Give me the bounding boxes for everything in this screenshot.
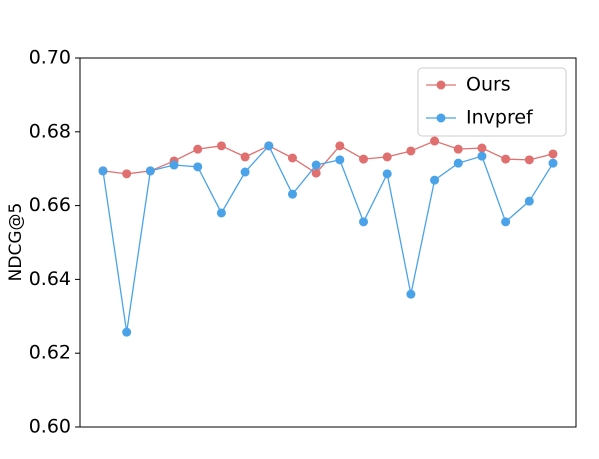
point — [335, 141, 345, 151]
point — [169, 160, 179, 170]
point — [382, 169, 392, 179]
y-tick-label: 0.70 — [29, 47, 71, 69]
point — [122, 169, 132, 179]
series-line — [102, 144, 554, 333]
point — [216, 141, 226, 151]
point — [359, 217, 369, 227]
point — [524, 155, 534, 165]
plot-frame — [79, 57, 577, 428]
point — [240, 152, 250, 162]
point — [311, 168, 321, 178]
y-axis-label: NDCG@5 — [6, 203, 26, 282]
point — [501, 154, 511, 164]
point — [548, 158, 558, 168]
point — [122, 327, 132, 337]
point — [216, 208, 226, 218]
legend-marker — [436, 80, 446, 90]
point — [524, 196, 534, 206]
legend-label: Ours — [466, 74, 511, 96]
point — [477, 151, 487, 161]
point — [311, 160, 321, 170]
point — [382, 152, 392, 162]
point — [430, 175, 440, 185]
point — [145, 166, 155, 176]
point — [287, 189, 297, 199]
point — [264, 141, 274, 151]
legend-label: Invpref — [466, 107, 534, 129]
y-tick-label: 0.68 — [29, 120, 71, 142]
point — [240, 167, 250, 177]
y-tick-label: 0.66 — [29, 194, 71, 216]
point — [406, 289, 416, 299]
point — [287, 153, 297, 163]
legend-marker — [436, 113, 446, 123]
point — [477, 143, 487, 153]
point — [453, 144, 463, 154]
y-tick-label: 0.64 — [29, 268, 71, 290]
point — [193, 144, 203, 154]
point — [406, 146, 416, 156]
point — [453, 158, 463, 168]
point — [98, 166, 108, 176]
point — [501, 217, 511, 227]
point — [430, 136, 440, 146]
y-tick-label: 0.62 — [29, 342, 71, 364]
point — [193, 162, 203, 172]
point — [548, 149, 558, 159]
y-tick-label: 0.60 — [29, 416, 71, 438]
point — [359, 154, 369, 164]
point — [335, 155, 345, 165]
